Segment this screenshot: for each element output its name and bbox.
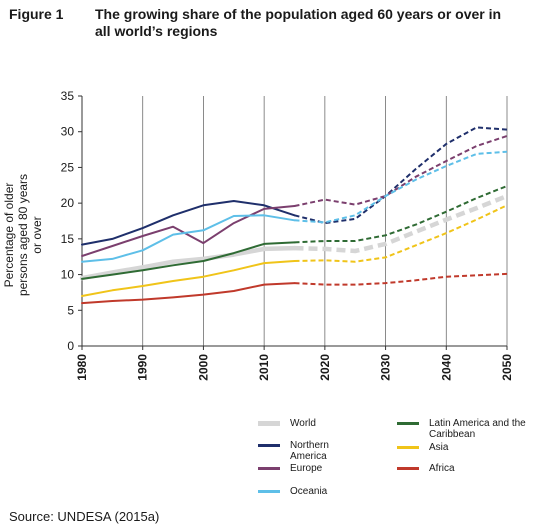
x-tick-label-2000: 2000 <box>196 354 210 381</box>
series-projection-world <box>294 193 508 254</box>
series-lines <box>79 126 508 305</box>
legend-item-europe: Europe <box>258 463 322 474</box>
series-line-africa <box>81 282 296 305</box>
legend-label: Northern America <box>290 440 329 462</box>
legend-item-northern-america: Northern America <box>258 440 329 462</box>
series-projection-oceania <box>294 150 508 224</box>
x-tick-label-2030: 2030 <box>379 354 393 381</box>
series-line-world <box>79 245 297 281</box>
series-projection-asia <box>294 204 508 263</box>
legend-label: Europe <box>290 463 323 474</box>
y-tick-label-35: 35 <box>61 89 75 103</box>
x-tick-labels: 1980 1990 2000 2010 2020 2030 2040 2050 <box>75 354 514 381</box>
y-tick-label-30: 30 <box>61 125 75 139</box>
legend-label: World <box>290 418 316 429</box>
x-tick-label-2040: 2040 <box>439 354 453 381</box>
series-projection-northern-america <box>294 126 508 225</box>
figure-label: Figure 1 <box>9 6 64 22</box>
x-tick-label-2020: 2020 <box>318 354 332 381</box>
legend-label: Latin America and the Caribbean <box>429 418 526 440</box>
y-tick-labels: 0 5 10 15 20 25 30 35 <box>61 89 75 353</box>
grid-lines <box>142 96 508 346</box>
legend-label: Africa <box>429 463 455 474</box>
legend-item-africa: Africa <box>397 463 455 474</box>
series-line-latin-america-and-the-caribbean <box>81 241 296 280</box>
y-tick-label-15: 15 <box>61 232 75 246</box>
figure-title: The growing share of the population aged… <box>95 6 502 39</box>
legend-item-oceania: Oceania <box>258 486 327 497</box>
legend-swatch <box>397 467 419 470</box>
series-line-asia <box>81 260 296 297</box>
legend-label: Asia <box>429 442 449 453</box>
y-tick-label-5: 5 <box>67 303 74 317</box>
legend-swatch <box>397 446 419 449</box>
legend-swatch <box>258 490 280 493</box>
x-tick-label-2050: 2050 <box>500 354 514 381</box>
x-tick-label-1990: 1990 <box>136 354 150 381</box>
y-tick-label-20: 20 <box>61 196 75 210</box>
series-projection-latin-america-and-the-caribbean <box>294 185 508 244</box>
y-tick-label-0: 0 <box>67 339 74 353</box>
legend-swatch <box>258 467 280 470</box>
series-line-oceania <box>81 214 296 263</box>
legend-swatch <box>258 444 280 447</box>
legend-item-world: World <box>258 418 316 429</box>
series-projection-africa <box>294 272 508 286</box>
axes <box>78 95 508 350</box>
legend-swatch <box>258 421 280 426</box>
y-tick-label-25: 25 <box>61 160 75 174</box>
legend-label: Oceania <box>290 486 328 497</box>
y-tick-label-10: 10 <box>61 268 75 282</box>
legend-item-latin-america-and-the-caribbean: Latin America and the Caribbean <box>397 418 527 440</box>
source-note: Source: UNDESA (2015a) <box>9 509 160 524</box>
series-projection-europe <box>294 135 508 207</box>
x-tick-label-2010: 2010 <box>257 354 271 381</box>
series-line-northern-america <box>81 200 296 246</box>
legend-item-asia: Asia <box>397 442 448 453</box>
legend-swatch <box>397 422 419 425</box>
x-tick-label-1980: 1980 <box>75 354 89 381</box>
series-line-europe <box>81 205 296 257</box>
